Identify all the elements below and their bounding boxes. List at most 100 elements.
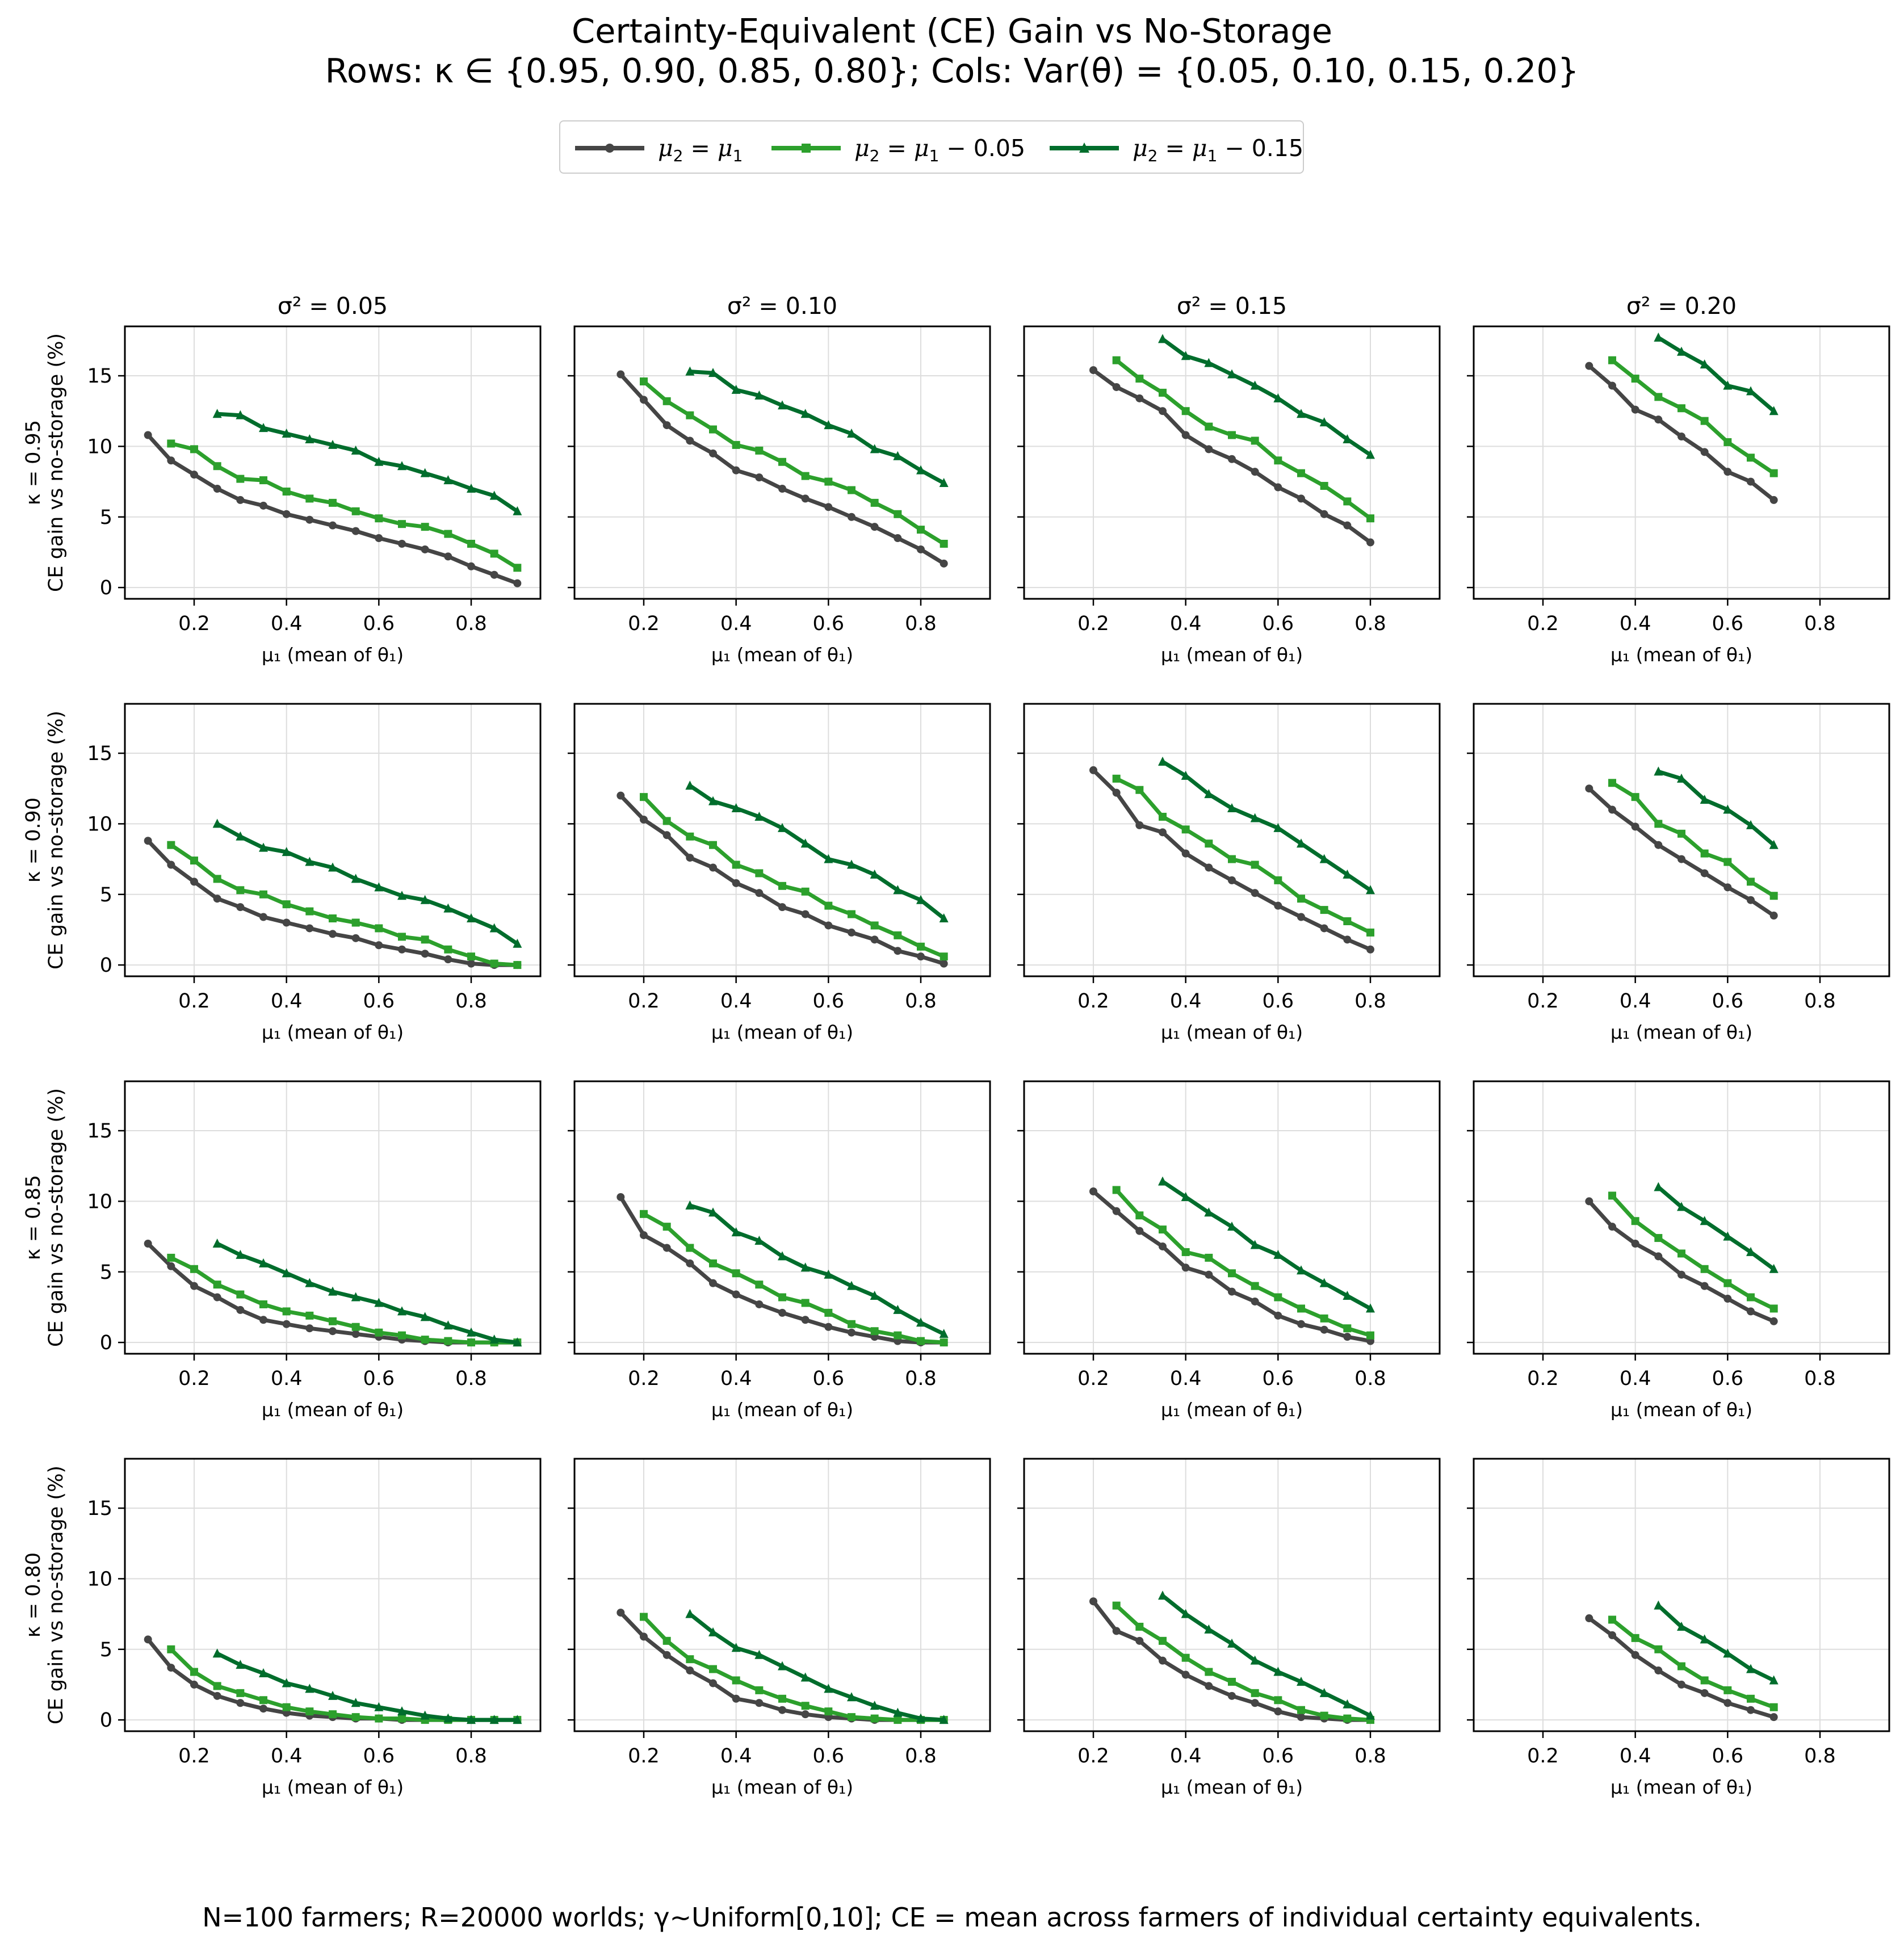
data-point-circle xyxy=(848,1328,855,1337)
data-point-triangle xyxy=(305,1684,314,1693)
series-line-1 xyxy=(1587,1200,1775,1324)
data-point-square xyxy=(1747,454,1755,462)
x-tick-label: 0.8 xyxy=(1804,990,1836,1013)
legend-line-marker-triangle xyxy=(1050,142,1119,153)
y-tick-label: 15 xyxy=(87,742,112,765)
data-point-square xyxy=(1769,469,1778,477)
data-point-circle xyxy=(398,540,406,548)
data-point-triangle xyxy=(1677,1621,1686,1631)
data-point-square xyxy=(329,1710,337,1719)
x-axis-label: μ₁ (mean of θ₁) xyxy=(1611,1776,1752,1798)
x-tick-label: 0.4 xyxy=(720,1745,752,1768)
data-point-circle xyxy=(190,1680,198,1689)
data-point-triangle xyxy=(824,1269,833,1279)
data-point-circle xyxy=(732,1290,740,1299)
data-point-triangle xyxy=(731,803,741,813)
y-tick-label: 10 xyxy=(87,1568,112,1590)
data-point-square xyxy=(1366,1331,1374,1340)
data-point-square xyxy=(282,1307,291,1316)
legend-line-marker-square xyxy=(771,144,841,153)
data-point-circle xyxy=(1631,1240,1639,1248)
data-point-square xyxy=(1677,829,1685,838)
y-tick-label: 15 xyxy=(87,1497,112,1520)
data-point-triangle xyxy=(731,1643,741,1652)
data-point-triangle xyxy=(893,1304,903,1314)
data-point-circle xyxy=(1654,841,1663,849)
x-tick-label: 0.4 xyxy=(1170,1745,1202,1768)
data-point-square xyxy=(329,914,337,923)
data-point-triangle xyxy=(800,409,810,418)
data-point-triangle xyxy=(1769,406,1779,415)
data-point-circle xyxy=(1089,766,1097,774)
data-point-triangle xyxy=(939,913,949,923)
data-point-square xyxy=(870,1714,879,1723)
data-point-square xyxy=(801,1299,810,1307)
data-point-square xyxy=(167,841,175,849)
data-point-triangle xyxy=(374,882,384,892)
data-point-triangle xyxy=(328,439,337,449)
data-point-triangle xyxy=(1366,450,1375,459)
series-line-2 xyxy=(643,1212,944,1345)
subplot-r1-c2: 0.2 0.4 0.6 0.8 μ₁ (mean of θ₁) σ² = 0.10 xyxy=(568,292,991,666)
y-tick-label: 0 xyxy=(100,1332,112,1354)
data-point-circle xyxy=(1297,1713,1305,1722)
x-tick-label: 0.2 xyxy=(628,612,660,635)
data-point-triangle xyxy=(236,410,245,419)
x-tick-label: 0.6 xyxy=(812,990,844,1013)
x-tick-label: 0.2 xyxy=(178,612,210,635)
data-point-square xyxy=(1366,928,1374,937)
data-point-triangle xyxy=(685,1609,695,1618)
y-tick-label: 10 xyxy=(87,1190,112,1213)
data-point-triangle xyxy=(685,1200,695,1210)
data-point-triangle xyxy=(800,1672,810,1682)
data-point-triangle xyxy=(1343,434,1352,443)
series-line-2 xyxy=(170,1256,518,1345)
x-tick-label: 0.8 xyxy=(905,990,937,1013)
data-point-circle xyxy=(848,928,855,937)
data-point-triangle xyxy=(1250,1655,1260,1665)
data-point-square xyxy=(640,1210,648,1218)
x-tick-label: 0.6 xyxy=(812,1745,844,1768)
data-point-triangle xyxy=(282,1678,291,1687)
series-line-3 xyxy=(1161,1594,1372,1718)
data-point-square xyxy=(329,498,337,507)
data-point-triangle xyxy=(1366,1303,1375,1313)
x-tick-label: 0.2 xyxy=(628,1745,660,1768)
data-point-square xyxy=(732,1676,740,1685)
data-point-triangle xyxy=(893,1707,903,1717)
series-line-3 xyxy=(1656,1604,1775,1682)
x-axis-label: μ₁ (mean of θ₁) xyxy=(711,1021,853,1043)
data-point-triangle xyxy=(513,1715,522,1724)
data-point-square xyxy=(1159,388,1167,397)
data-point-square xyxy=(848,910,855,918)
x-tick-label: 0.2 xyxy=(1077,990,1109,1013)
data-point-circle xyxy=(236,1699,245,1707)
y-tick-label: 5 xyxy=(100,1639,112,1661)
data-point-triangle xyxy=(754,1236,764,1245)
series-line-2 xyxy=(170,843,518,967)
data-point-triangle xyxy=(1746,820,1755,829)
x-tick-label: 0.6 xyxy=(1262,1367,1294,1390)
axes-frame xyxy=(573,703,991,977)
data-point-circle xyxy=(1747,896,1755,904)
x-axis-label: μ₁ (mean of θ₁) xyxy=(262,1776,404,1798)
x-tick-label: 0.6 xyxy=(1262,990,1294,1013)
data-point-triangle xyxy=(443,1320,453,1330)
data-point-square xyxy=(1159,1636,1167,1645)
data-point-triangle xyxy=(1227,1638,1236,1648)
data-point-circle xyxy=(1205,1682,1213,1690)
subplot-r3-c2: 0.2 0.4 0.6 0.8 μ₁ (mean of θ₁) xyxy=(568,1080,991,1421)
data-point-triangle xyxy=(467,1715,476,1724)
data-point-square xyxy=(190,1668,198,1676)
x-tick-label: 0.6 xyxy=(1712,612,1743,635)
data-point-circle xyxy=(1585,362,1593,370)
subplot-r3-c4: 0.2 0.4 0.6 0.8 μ₁ (mean of θ₁) xyxy=(1467,1080,1890,1421)
data-point-square xyxy=(1769,892,1778,900)
data-point-triangle xyxy=(1181,1609,1190,1618)
y-axis-label: CE gain vs no-storage (%) xyxy=(45,711,68,969)
x-axis-label: μ₁ (mean of θ₁) xyxy=(1611,1399,1752,1421)
data-point-square xyxy=(513,564,522,572)
data-point-circle xyxy=(801,910,810,918)
data-point-triangle xyxy=(1297,409,1306,418)
